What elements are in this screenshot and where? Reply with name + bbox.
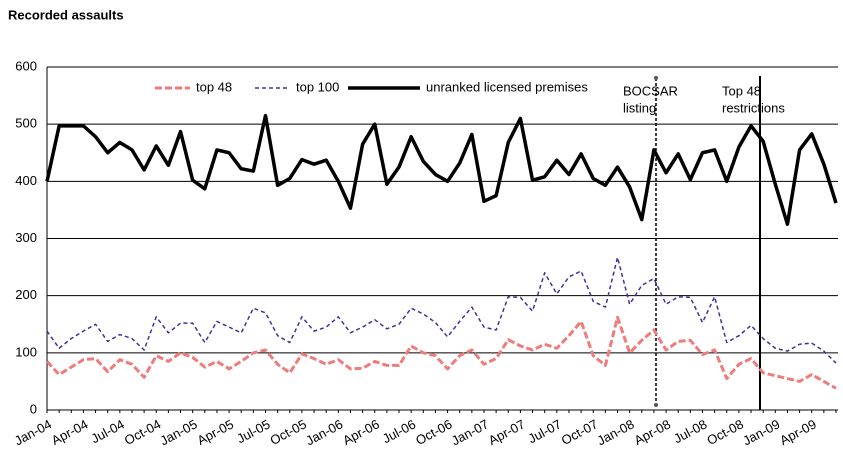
- series-line: [45, 315, 837, 390]
- y-tick-label: 600: [15, 58, 37, 73]
- x-tick-label: Jul-06: [380, 416, 418, 446]
- x-tick-label: Oct-04: [122, 416, 163, 448]
- y-tick-label: 500: [15, 116, 37, 131]
- legend-label: top 100: [296, 79, 339, 94]
- x-tick-label: Oct-05: [267, 416, 308, 448]
- x-tick-label: Jul-04: [89, 416, 127, 446]
- x-tick-label: Jul-05: [234, 416, 272, 446]
- y-tick-label: 100: [15, 344, 37, 359]
- legend-label: top 48: [196, 79, 232, 94]
- y-tick-label: 300: [15, 230, 37, 245]
- legend-label: unranked licensed premises: [426, 79, 588, 94]
- chart-title: Recorded assaults: [8, 7, 124, 22]
- x-tick-label: Jan-04: [12, 416, 54, 448]
- x-tick-label: Apr-05: [195, 416, 237, 448]
- x-tick-label: Jan-06: [303, 416, 345, 448]
- y-tick-label: 0: [30, 401, 37, 416]
- x-tick-label: Apr-04: [49, 416, 91, 448]
- x-tick-label: Jul-08: [671, 416, 709, 446]
- x-tick-label: Oct-06: [413, 416, 454, 448]
- x-tick-label: Apr-06: [340, 416, 382, 448]
- annotation-dot: [654, 76, 658, 80]
- x-tick-label: Jan-09: [740, 416, 782, 448]
- x-tick-label: Apr-07: [486, 416, 528, 448]
- annotation: listing: [623, 100, 656, 115]
- y-tick-label: 400: [15, 173, 37, 188]
- annotation: BOCSAR: [623, 83, 678, 98]
- series-line: [46, 256, 837, 364]
- x-tick-label: Jan-08: [595, 416, 637, 448]
- x-tick-label: Apr-09: [777, 416, 819, 448]
- x-tick-label: Jul-07: [526, 416, 564, 446]
- series-line: [45, 113, 838, 226]
- annotation: Top 48: [722, 83, 761, 98]
- x-tick-label: Oct-08: [704, 416, 745, 448]
- y-tick-label: 200: [15, 287, 37, 302]
- annotation: restrictions: [722, 100, 785, 115]
- x-tick-label: Jan-07: [449, 416, 491, 448]
- x-tick-label: Apr-08: [632, 416, 674, 448]
- x-tick-label: Jan-05: [158, 416, 200, 448]
- x-tick-label: Oct-07: [559, 416, 600, 448]
- annotation-dot: [654, 403, 658, 407]
